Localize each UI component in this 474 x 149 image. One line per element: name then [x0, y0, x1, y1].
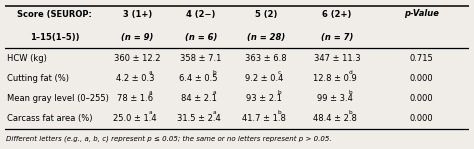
Text: 1–15(1–5)): 1–15(1–5))	[30, 34, 80, 42]
Text: b: b	[278, 90, 282, 95]
Text: 41.7 ± 1.8: 41.7 ± 1.8	[242, 114, 286, 123]
Text: a: a	[149, 70, 152, 75]
Text: 12.8 ± 0.9: 12.8 ± 0.9	[313, 74, 356, 83]
Text: b: b	[348, 110, 352, 115]
Text: Mean gray level (0–255): Mean gray level (0–255)	[7, 94, 109, 103]
Text: 48.4 ± 2.8: 48.4 ± 2.8	[313, 114, 356, 123]
Text: c: c	[278, 70, 281, 75]
Text: HCW (kg): HCW (kg)	[7, 54, 47, 63]
Text: (n = 9): (n = 9)	[121, 34, 153, 42]
Text: (n = 7): (n = 7)	[321, 34, 353, 42]
Text: a: a	[213, 110, 216, 115]
Text: 360 ± 12.2: 360 ± 12.2	[114, 54, 160, 63]
Text: 363 ± 6.8: 363 ± 6.8	[245, 54, 287, 63]
Text: 4 (2−): 4 (2−)	[186, 10, 216, 19]
Text: 3 (1+): 3 (1+)	[122, 10, 152, 19]
Text: d: d	[348, 70, 352, 75]
Text: b: b	[348, 90, 352, 95]
Text: 0.000: 0.000	[410, 74, 433, 83]
Text: Carcass fat area (%): Carcass fat area (%)	[7, 114, 92, 123]
Text: Score (SEUROP:: Score (SEUROP:	[17, 10, 92, 19]
Text: 84 ± 2.1: 84 ± 2.1	[181, 94, 217, 103]
Text: a: a	[149, 110, 152, 115]
Text: b: b	[213, 70, 216, 75]
Text: a: a	[213, 90, 216, 95]
Text: 31.5 ± 2.4: 31.5 ± 2.4	[177, 114, 220, 123]
Text: a: a	[149, 90, 152, 95]
Text: 93 ± 2.1: 93 ± 2.1	[246, 94, 282, 103]
Text: 0.000: 0.000	[410, 114, 433, 123]
Text: 347 ± 11.3: 347 ± 11.3	[314, 54, 360, 63]
Text: 9.2 ± 0.4: 9.2 ± 0.4	[245, 74, 283, 83]
Text: 25.0 ± 1.4: 25.0 ± 1.4	[113, 114, 156, 123]
Text: Different letters (e.g., a, b, c) represent p ≤ 0.05; the same or no letters rep: Different letters (e.g., a, b, c) repres…	[6, 135, 331, 142]
Text: 358 ± 7.1: 358 ± 7.1	[180, 54, 222, 63]
Text: Cutting fat (%): Cutting fat (%)	[7, 74, 69, 83]
Text: 4.2 ± 0.3: 4.2 ± 0.3	[116, 74, 154, 83]
Text: 6.4 ± 0.5: 6.4 ± 0.5	[180, 74, 218, 83]
Text: (n = 6): (n = 6)	[185, 34, 217, 42]
Text: 99 ± 3.4: 99 ± 3.4	[317, 94, 353, 103]
Text: (n = 28): (n = 28)	[247, 34, 285, 42]
Text: 6 (2+): 6 (2+)	[322, 10, 352, 19]
Text: 5 (2): 5 (2)	[255, 10, 277, 19]
Text: 0.000: 0.000	[410, 94, 433, 103]
Text: 78 ± 1.6: 78 ± 1.6	[117, 94, 153, 103]
Text: b: b	[278, 110, 282, 115]
Text: p-Value: p-Value	[404, 9, 439, 18]
Text: 0.715: 0.715	[410, 54, 434, 63]
